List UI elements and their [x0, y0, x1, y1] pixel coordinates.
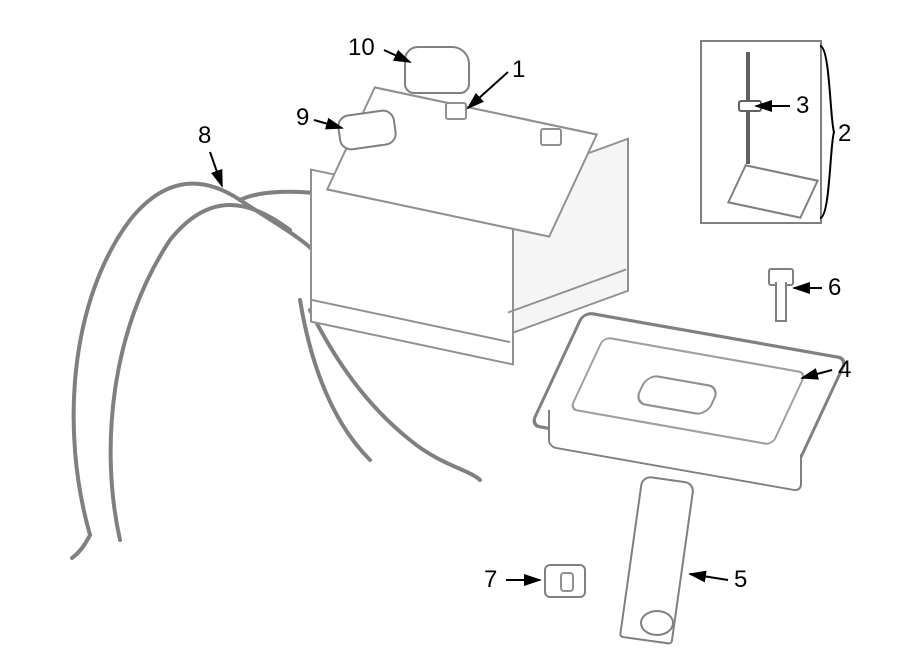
parts-diagram-canvas: 1 2 3 4 5 6 7 8 9 10 [0, 0, 900, 661]
terminal-cover-pos [404, 46, 470, 94]
callout-1: 1 [512, 58, 525, 82]
callout-3: 3 [796, 94, 809, 118]
callout-4: 4 [838, 358, 851, 382]
nut [544, 564, 586, 598]
callout-8: 8 [198, 124, 211, 148]
callout-2: 2 [838, 122, 851, 146]
callout-6: 6 [828, 276, 841, 300]
callout-7: 7 [484, 568, 497, 592]
callout-5: 5 [734, 568, 747, 592]
callout-10: 10 [348, 36, 375, 60]
callout-9: 9 [296, 106, 309, 130]
